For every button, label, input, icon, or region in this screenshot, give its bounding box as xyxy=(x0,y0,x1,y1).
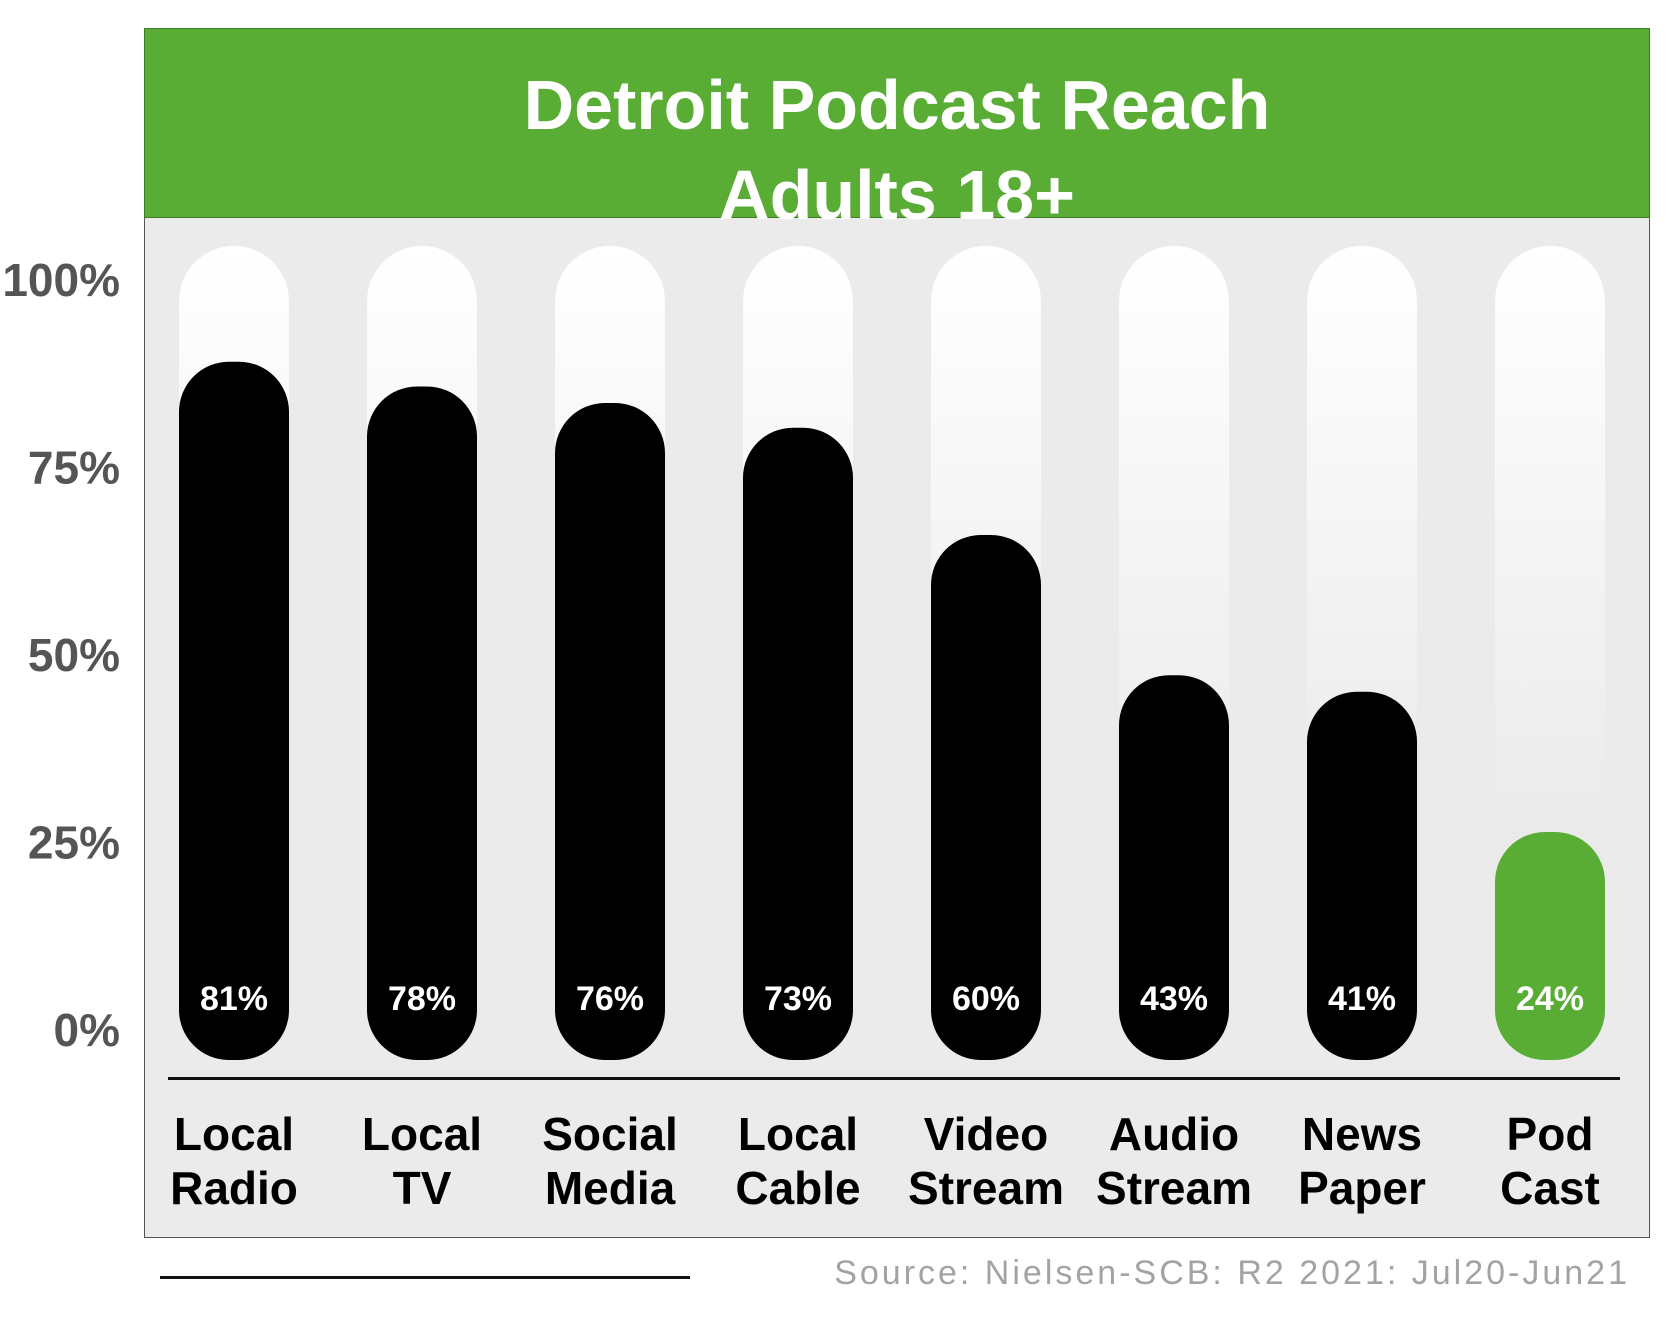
source-rule xyxy=(160,1276,690,1279)
bar xyxy=(1307,691,1417,1060)
category-label: Local xyxy=(362,1108,482,1160)
bar xyxy=(743,427,853,1060)
category-label: Audio xyxy=(1109,1108,1239,1160)
chart-subtitle: Adults 18+ xyxy=(719,156,1075,234)
bar-value-label: 78% xyxy=(388,980,456,1018)
bar xyxy=(931,535,1041,1060)
bar-value-label: 81% xyxy=(200,980,268,1018)
category-label: TV xyxy=(393,1162,452,1214)
category-label: Stream xyxy=(1096,1162,1252,1214)
y-tick-label: 75% xyxy=(28,442,120,494)
category-label: Local xyxy=(738,1108,858,1160)
category-label: Pod xyxy=(1507,1108,1594,1160)
bar-value-label: 76% xyxy=(576,980,644,1018)
bar-value-label: 41% xyxy=(1328,980,1396,1018)
y-tick-label: 100% xyxy=(2,254,120,306)
chart-header: Detroit Podcast Reach Adults 18+ xyxy=(144,28,1650,234)
bar xyxy=(1119,675,1229,1060)
bar-value-label: 73% xyxy=(764,980,832,1018)
category-label: Stream xyxy=(908,1162,1064,1214)
category-label: Radio xyxy=(170,1162,298,1214)
category-label: Paper xyxy=(1298,1162,1426,1214)
bar xyxy=(555,403,665,1060)
bar xyxy=(367,386,477,1060)
category-label: Video xyxy=(924,1108,1048,1160)
chart-title: Detroit Podcast Reach xyxy=(523,66,1271,144)
bar-value-label: 24% xyxy=(1516,980,1584,1018)
category-label: Cast xyxy=(1500,1162,1600,1214)
bar xyxy=(1495,832,1605,1060)
bar xyxy=(179,361,289,1060)
y-tick-label: 0% xyxy=(54,1004,120,1056)
category-label: Cable xyxy=(735,1162,860,1214)
category-label: News xyxy=(1302,1108,1422,1160)
category-label: Local xyxy=(174,1108,294,1160)
category-label: Media xyxy=(545,1162,676,1214)
source-note: Source: Nielsen-SCB: R2 2021: Jul20-Jun2… xyxy=(834,1254,1630,1292)
y-tick-label: 25% xyxy=(28,817,120,869)
bar-value-label: 60% xyxy=(952,980,1020,1018)
category-label: Social xyxy=(542,1108,678,1160)
x-axis-line xyxy=(168,1077,1620,1080)
bar-value-label: 43% xyxy=(1140,980,1208,1018)
y-tick-label: 50% xyxy=(28,629,120,681)
